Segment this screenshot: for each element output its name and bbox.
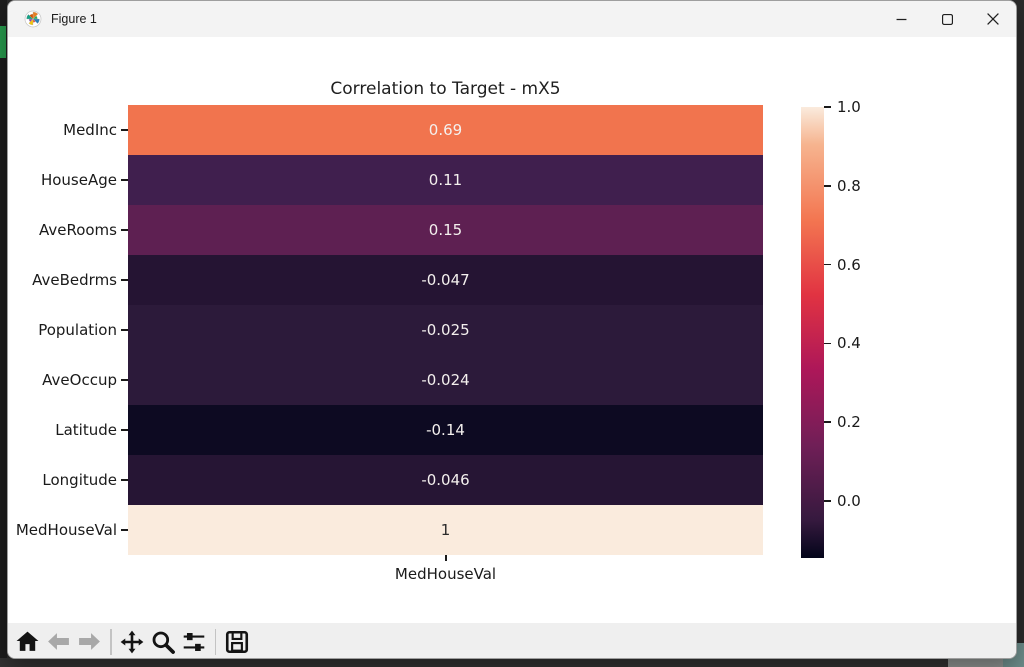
heatmap: 0.69 0.11 0.15 -0.047 -0.025 -0.024 -0.14 -0.04… — [128, 105, 763, 555]
title-bar[interactable]: Figure 1 — [8, 1, 1016, 37]
y-axis-tick — [121, 429, 128, 431]
y-axis-tick — [121, 129, 128, 131]
y-tick-label: MedHouseVal — [8, 505, 128, 555]
y-tick-label: MedInc — [8, 105, 128, 155]
toolbar-separator — [110, 628, 112, 655]
back-button[interactable] — [43, 626, 74, 657]
window-title: Figure 1 — [51, 12, 97, 26]
colorbar-tick-label: 0.0 — [837, 491, 861, 510]
sliders-icon — [183, 632, 205, 651]
heatmap-cell: -0.047 — [128, 255, 763, 305]
configure-subplots-button[interactable] — [179, 626, 210, 657]
close-button[interactable] — [970, 1, 1016, 37]
minimize-icon — [896, 18, 906, 20]
pan-button[interactable] — [117, 626, 148, 657]
y-axis-tick — [121, 379, 128, 381]
y-tick-label: AveRooms — [8, 205, 128, 255]
save-floppy-icon — [225, 630, 248, 653]
magnifier-icon — [152, 631, 175, 654]
heatmap-cell: -0.046 — [128, 455, 763, 505]
colorbar-tick-label: 0.2 — [837, 413, 861, 432]
heatmap-cell: -0.025 — [128, 305, 763, 355]
colorbar-tick-label: 1.0 — [837, 98, 861, 116]
y-axis-tick — [121, 329, 128, 331]
close-icon — [987, 13, 999, 25]
y-axis-tick — [121, 529, 128, 531]
colorbar-tick — [824, 263, 831, 266]
y-tick-label: HouseAge — [8, 155, 128, 205]
forward-button[interactable] — [74, 626, 105, 657]
pan-icon — [120, 630, 144, 653]
x-axis-tick — [445, 555, 447, 561]
colorbar-tick-label: 0.6 — [837, 255, 861, 274]
heatmap-cell: 0.11 — [128, 155, 763, 205]
heatmap-cell: 1 — [128, 505, 763, 555]
heatmap-cell: 0.15 — [128, 205, 763, 255]
forward-arrow-icon — [79, 633, 100, 650]
y-tick-label: Latitude — [8, 405, 128, 455]
background-accent — [0, 26, 6, 58]
matplotlib-logo-icon — [24, 10, 42, 28]
toolbar-separator — [214, 628, 216, 655]
y-tick-label: AveBedrms — [8, 255, 128, 305]
home-icon — [16, 631, 39, 651]
heatmap-cell: -0.024 — [128, 355, 763, 405]
y-tick-label: Population — [8, 305, 128, 355]
maximize-button[interactable] — [924, 1, 970, 37]
y-axis-labels: MedInc HouseAge AveRooms AveBedrms Populatio… — [8, 105, 128, 555]
colorbar — [801, 107, 824, 558]
background-app-strip — [0, 0, 7, 667]
y-axis-tick — [121, 229, 128, 231]
window-controls — [878, 1, 1016, 37]
y-axis-tick — [121, 279, 128, 281]
back-arrow-icon — [48, 633, 69, 650]
minimize-button[interactable] — [878, 1, 924, 37]
y-tick-label: Longitude — [8, 455, 128, 505]
figure-canvas[interactable]: Correlation to Target - mX5 MedInc HouseA… — [8, 37, 1016, 623]
chart-title: Correlation to Target - mX5 — [330, 79, 561, 99]
home-button[interactable] — [12, 626, 43, 657]
figure-window: Figure 1 Correlation to Target - mX5 Med… — [7, 0, 1017, 659]
taskbar-item — [948, 658, 1006, 667]
zoom-button[interactable] — [148, 626, 179, 657]
save-button[interactable] — [221, 626, 252, 657]
y-tick-label: AveOccup — [8, 355, 128, 405]
y-axis-tick — [121, 179, 128, 181]
maximize-icon — [941, 13, 953, 25]
colorbar-tick — [824, 342, 831, 345]
y-axis-tick — [121, 479, 128, 481]
navigation-toolbar — [8, 623, 1016, 658]
colorbar-tick-label: 0.4 — [837, 334, 861, 353]
colorbar-tick — [824, 421, 831, 423]
colorbar-tick — [824, 106, 831, 108]
heatmap-cell: 0.69 — [128, 105, 763, 155]
taskbar-strip — [0, 658, 1024, 667]
colorbar-tick — [824, 184, 831, 187]
colorbar-tick — [824, 500, 831, 502]
colorbar-tick-label: 0.8 — [837, 176, 861, 195]
x-axis-label: MedHouseVal — [394, 565, 497, 583]
heatmap-cell: -0.14 — [128, 405, 763, 455]
